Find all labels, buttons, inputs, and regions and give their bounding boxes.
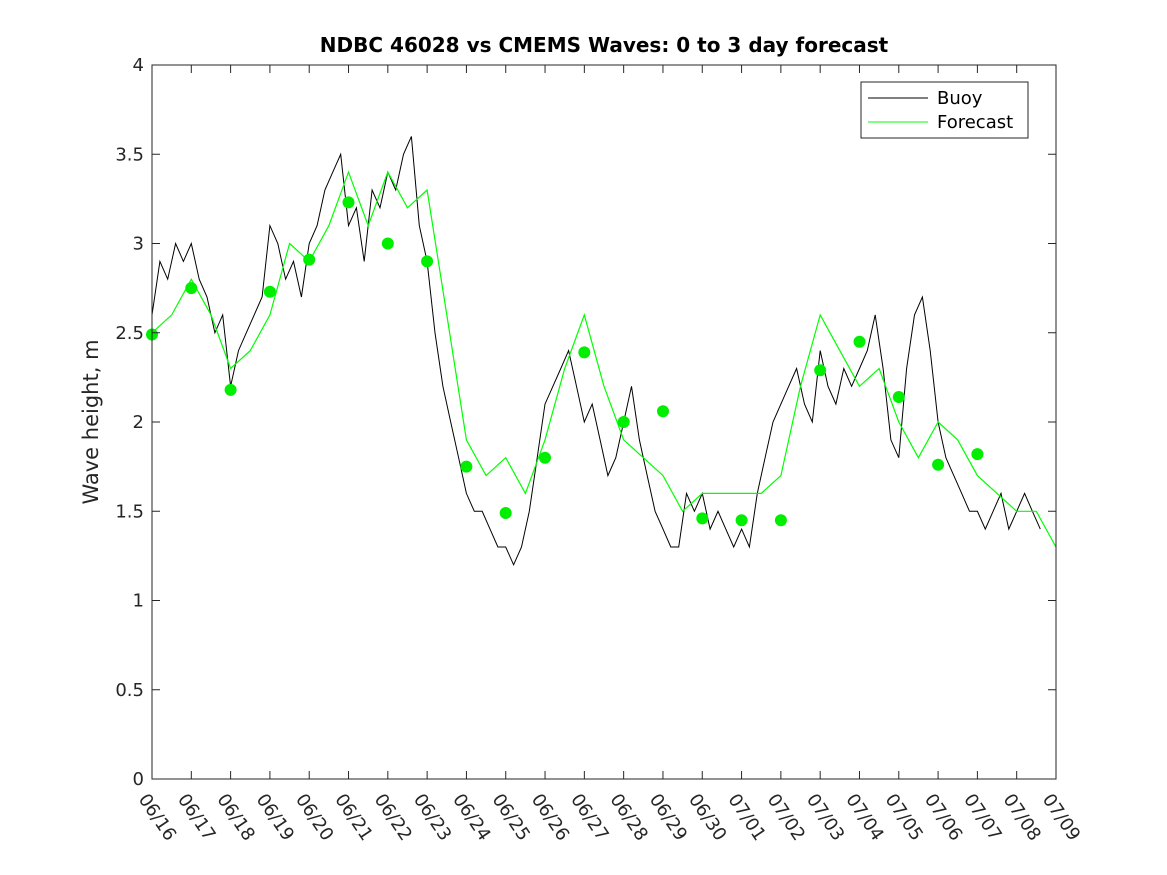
series-line-buoy	[151, 136, 1041, 567]
forecast-marker	[774, 514, 787, 527]
y-tick-label: 3.5	[115, 144, 144, 165]
forecast-marker	[696, 512, 709, 525]
y-tick-label: 0.5	[115, 680, 144, 701]
y-tick-label: 1	[133, 591, 144, 612]
forecast-marker	[460, 460, 473, 473]
y-axis-label: Wave height, m	[79, 339, 103, 504]
y-tick-label: 0	[133, 769, 144, 790]
legend-buoy-label: Buoy	[937, 88, 983, 109]
forecast-marker	[853, 335, 866, 348]
forecast-marker	[814, 364, 827, 377]
y-tick-label: 4	[133, 55, 144, 76]
series-line-forecast	[151, 170, 1057, 548]
y-tick-label: 2	[133, 412, 144, 433]
forecast-marker	[224, 383, 237, 396]
legend-box	[860, 81, 1029, 139]
y-tick-label: 1.5	[115, 501, 144, 522]
forecast-marker	[539, 451, 551, 464]
legend: Buoy Forecast	[860, 81, 1029, 139]
forecast-marker	[263, 285, 276, 298]
forecast-marker	[342, 196, 355, 209]
forecast-marker	[617, 416, 630, 428]
forecast-marker	[578, 346, 591, 359]
forecast-marker	[932, 458, 945, 471]
legend-forecast-label: Forecast	[937, 112, 1013, 133]
forecast-marker	[381, 237, 394, 250]
forecast-marker	[657, 405, 669, 418]
forecast-marker	[303, 253, 316, 266]
forecast-marker	[185, 282, 198, 295]
y-tick-label: 2.5	[115, 323, 144, 344]
y-tick-label: 3	[133, 234, 144, 255]
forecast-marker	[421, 255, 434, 268]
chart-title: NDBC 46028 vs CMEMS Waves: 0 to 3 day fo…	[320, 33, 889, 57]
forecast-marker	[735, 514, 748, 527]
forecast-marker	[971, 448, 984, 461]
forecast-marker	[499, 507, 512, 519]
forecast-marker	[892, 391, 905, 403]
